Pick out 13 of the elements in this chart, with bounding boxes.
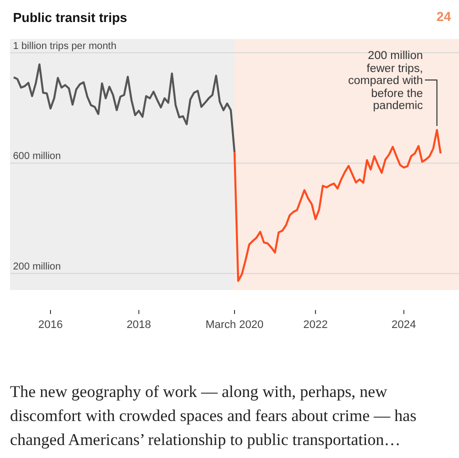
text: The new geography of work — along with, perhaps, new discomfort with crowded spaces and fears about crime — has changed Americans’ relationship to public transportation… — [10, 381, 418, 451]
x-tick-label: 2024 — [392, 319, 416, 331]
x-tick-label: March 2020 — [205, 319, 264, 331]
annotation: 200 million fewer trips, compared with before the pandemic — [347, 50, 423, 113]
x-tick-label: 2022 — [303, 319, 328, 331]
x-tick-label: 2018 — [126, 319, 152, 331]
y-tick-label: 600 million — [13, 151, 61, 162]
callout-note: 200 million fewer trips, compared with before the pandemic — [348, 50, 438, 127]
text: 24 — [436, 9, 451, 24]
y-tick-label: 200 million — [13, 261, 61, 272]
y-tick-label: 1 billion trips per month — [13, 40, 116, 52]
chart-title: Public transit trips — [9, 8, 132, 27]
x-tick-label: 2016 — [38, 319, 63, 331]
